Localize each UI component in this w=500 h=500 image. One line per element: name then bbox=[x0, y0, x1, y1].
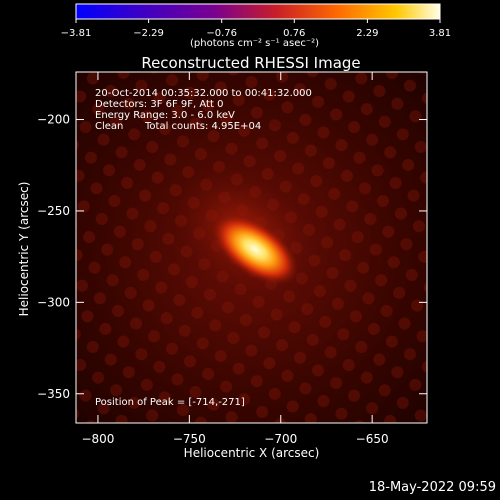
colorbar-unit-label: (photons cm⁻² s⁻¹ asec⁻²) bbox=[190, 38, 320, 49]
annotation-total-counts: Total counts: 4.95E+04 bbox=[145, 121, 262, 132]
colorbar-tick-label: −2.29 bbox=[133, 28, 164, 39]
colorbar-tick-label: 3.81 bbox=[429, 28, 451, 39]
y-tick-label: −200 bbox=[37, 113, 70, 127]
colorbar-tick-label: 2.29 bbox=[356, 28, 378, 39]
source-core bbox=[211, 213, 299, 286]
plot-axes: −800 −750 −700 −650 −200 −250 −300 −350 bbox=[37, 72, 427, 446]
x-axis-label: Heliocentric X (arcsec) bbox=[183, 446, 320, 460]
y-axis-label: Heliocentric Y (arcsec) bbox=[17, 181, 31, 317]
x-tick-label: −700 bbox=[264, 432, 297, 446]
annotation-detectors: Detectors: 3F 6F 9F, Att 0 bbox=[95, 99, 224, 110]
annotation-peak-position: Position of Peak = [-714,-271] bbox=[95, 397, 245, 408]
footer-timestamp: 18-May-2022 09:59 bbox=[368, 480, 496, 495]
chart-title: Reconstructed RHESSI Image bbox=[141, 54, 361, 72]
colorbar-tick-label: −3.81 bbox=[61, 28, 92, 39]
y-tick-label: −250 bbox=[37, 204, 70, 218]
colorbar-gradient bbox=[75, 3, 441, 20]
colorbar-tick-label: −0.76 bbox=[206, 28, 237, 39]
x-tick-label: −800 bbox=[81, 432, 114, 446]
y-tick-label: −350 bbox=[37, 387, 70, 401]
colorbar-tick-label: 0.76 bbox=[283, 28, 305, 39]
y-tick-label: −300 bbox=[37, 295, 70, 309]
colorbar-ticks: −3.81 −2.29 −0.76 0.76 2.29 3.81 bbox=[61, 19, 451, 39]
annotation-algorithm: Clean bbox=[95, 121, 124, 132]
annotation-energy-range: Energy Range: 3.0 - 6.0 keV bbox=[95, 110, 235, 121]
x-tick-label: −750 bbox=[173, 432, 206, 446]
plot-frame bbox=[75, 71, 428, 424]
x-tick-label: −650 bbox=[356, 432, 389, 446]
annotation-time-range: 20-Oct-2014 00:35:32.000 to 00:41:32.000 bbox=[95, 88, 312, 99]
flare-source bbox=[174, 169, 313, 294]
colorbar: −3.81 −2.29 −0.76 0.76 2.29 3.81 bbox=[61, 3, 451, 39]
